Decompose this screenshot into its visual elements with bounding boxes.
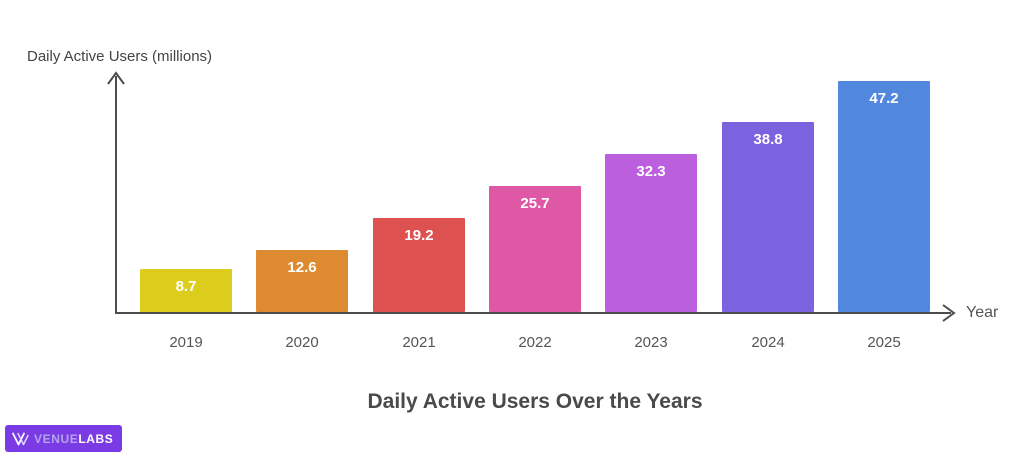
x-axis-arrow-icon <box>942 304 956 322</box>
x-tick-2019: 2019 <box>169 334 203 351</box>
bar-2021: 19.2 <box>373 218 465 312</box>
bar-2023: 32.3 <box>605 154 697 312</box>
bar-value-label: 25.7 <box>520 195 550 212</box>
bar-2019: 8.7 <box>140 269 232 312</box>
bar-2025: 47.2 <box>838 81 930 312</box>
bar-value-label: 38.8 <box>753 131 783 148</box>
bar-2024: 38.8 <box>722 122 814 312</box>
bar-2022: 25.7 <box>489 186 581 312</box>
bar-value-label: 19.2 <box>404 227 434 244</box>
bar-2020: 12.6 <box>256 250 348 312</box>
bar-value-label: 8.7 <box>175 278 197 295</box>
x-tick-2020: 2020 <box>285 334 319 351</box>
x-axis-label: Year <box>966 304 999 321</box>
logo-text-labs: LABS <box>78 431 114 446</box>
bar-value-label: 32.3 <box>636 163 666 180</box>
y-axis-label: Daily Active Users (millions) <box>27 48 213 65</box>
x-tick-2025: 2025 <box>867 334 901 351</box>
double-v-icon <box>12 432 29 445</box>
y-axis-arrow-icon <box>107 71 125 85</box>
bar-value-label: 47.2 <box>869 90 899 107</box>
bar-value-label: 12.6 <box>287 259 317 276</box>
x-tick-2023: 2023 <box>634 334 668 351</box>
logo-text-venue: VENUE <box>34 431 79 446</box>
chart-title: Daily Active Users Over the Years <box>367 390 703 413</box>
x-tick-2021: 2021 <box>402 334 436 351</box>
venuelabs-logo-badge: VENUELABS <box>5 425 123 452</box>
x-tick-2024: 2024 <box>751 334 785 351</box>
x-tick-2022: 2022 <box>518 334 552 351</box>
